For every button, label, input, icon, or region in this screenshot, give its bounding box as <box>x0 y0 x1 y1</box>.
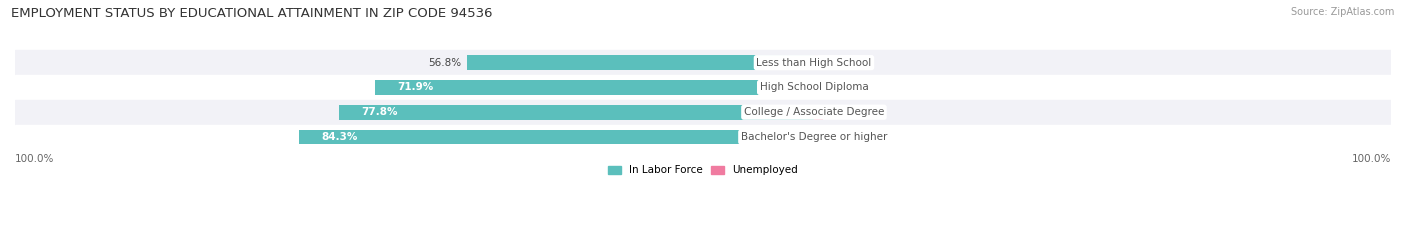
Text: 100.0%: 100.0% <box>15 154 55 164</box>
Bar <box>814 105 823 120</box>
Text: EMPLOYMENT STATUS BY EDUCATIONAL ATTAINMENT IN ZIP CODE 94536: EMPLOYMENT STATUS BY EDUCATIONAL ATTAINM… <box>11 7 492 20</box>
Text: 5.4%: 5.4% <box>832 107 858 117</box>
Text: 100.0%: 100.0% <box>1351 154 1391 164</box>
Text: Bachelor's Degree or higher: Bachelor's Degree or higher <box>741 132 887 142</box>
Bar <box>814 55 818 70</box>
Text: 5.1%: 5.1% <box>831 82 858 93</box>
Text: Less than High School: Less than High School <box>756 58 872 68</box>
Bar <box>15 125 1391 149</box>
Bar <box>814 80 823 95</box>
Text: 71.9%: 71.9% <box>398 82 433 93</box>
Text: 84.3%: 84.3% <box>322 132 359 142</box>
Text: Source: ZipAtlas.com: Source: ZipAtlas.com <box>1291 7 1395 17</box>
Bar <box>15 75 1391 100</box>
Text: College / Associate Degree: College / Associate Degree <box>744 107 884 117</box>
Bar <box>375 80 814 95</box>
Bar <box>299 130 814 144</box>
Bar <box>339 105 814 120</box>
Bar <box>467 55 814 70</box>
Legend: In Labor Force, Unemployed: In Labor Force, Unemployed <box>605 161 801 180</box>
Text: 77.8%: 77.8% <box>361 107 398 117</box>
Text: 56.8%: 56.8% <box>429 58 461 68</box>
Text: High School Diploma: High School Diploma <box>759 82 869 93</box>
Bar <box>15 100 1391 125</box>
Text: 3.2%: 3.2% <box>828 132 855 142</box>
Bar <box>814 130 820 144</box>
Text: 2.5%: 2.5% <box>827 58 853 68</box>
Bar <box>15 50 1391 75</box>
